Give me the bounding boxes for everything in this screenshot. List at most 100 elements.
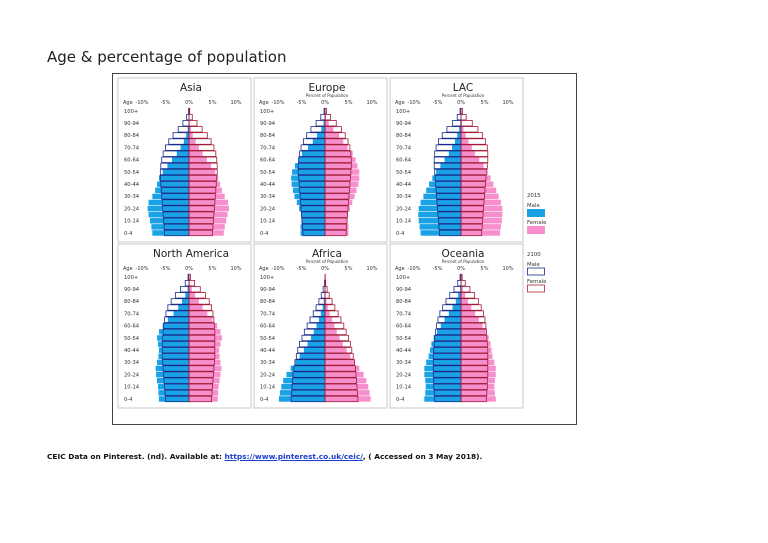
y-tick-label: 10-14: [124, 219, 140, 225]
chart-title: North America: [153, 248, 229, 260]
bar-2015-male-85-89: [185, 292, 189, 299]
bar-2015-female-80-84: [325, 132, 340, 139]
bar-2100-female-90-94: [460, 286, 471, 293]
bar-2015-male-55-59: [437, 329, 461, 335]
bar-2100-female-10-14: [460, 217, 484, 224]
bar-2100-female-75-79: [460, 304, 482, 311]
bar-2015-male-10-14: [418, 218, 461, 224]
bar-2015-female-55-59: [461, 163, 484, 169]
legend-swatch-2015-male: [527, 209, 545, 217]
bar-2100-female-95-99: [460, 279, 466, 287]
bar-2015-male-15-19: [418, 211, 461, 218]
y-tick-label: 90-94: [124, 121, 140, 127]
bar-2015-male-75-79: [312, 138, 325, 145]
y-tick-label: 10-14: [124, 385, 140, 391]
bar-2015-female-70-74: [461, 310, 476, 317]
bar-2100-female-30-34: [460, 193, 485, 200]
bar-2100-female-25-29: [460, 199, 485, 206]
bar-2015-female-35-39: [189, 353, 220, 360]
bar-2015-male-10-14: [281, 384, 325, 390]
y-tick-label: 90-94: [396, 121, 412, 127]
bar-2015-female-45-49: [461, 175, 491, 181]
legend-year: 2100: [527, 252, 541, 258]
bar-2015-female-60-64: [325, 157, 356, 163]
bar-2015-female-60-64: [461, 157, 480, 163]
x-tick-label: 10%: [502, 100, 513, 106]
bar-2015-male-10-14: [301, 218, 325, 224]
bar-2100-female-60-64: [188, 156, 218, 163]
bar-2015-female-90-94: [461, 286, 463, 292]
bar-2015-male-85-89: [187, 126, 189, 133]
y-tick-label: 20-24: [396, 372, 412, 378]
bar-2015-male-35-39: [293, 187, 325, 194]
bar-2100-female-20-24: [460, 205, 484, 212]
bar-2100-female-30-34: [188, 193, 216, 200]
bar-2015-female-65-69: [189, 316, 213, 323]
bar-2100-female-65-69: [324, 150, 352, 157]
bar-2015-female-65-69: [325, 316, 333, 323]
y-tick-label: 40-44: [396, 182, 412, 188]
bar-2100-female-55-59: [324, 162, 352, 170]
bar-2015-female-10-14: [461, 218, 502, 224]
bar-2015-female-5-9: [461, 390, 495, 396]
bar-2015-male-20-24: [299, 205, 325, 212]
bar-2015-female-50-54: [325, 335, 340, 341]
bar-2100-female-35-39: [188, 187, 217, 194]
bar-2015-male-35-39: [299, 353, 325, 360]
y-tick-label: 30-34: [260, 360, 276, 366]
bar-2100-female-90-94: [188, 286, 201, 293]
bar-2100-female-55-59: [460, 162, 488, 170]
bar-2015-male-5-9: [419, 224, 461, 230]
bar-2015-male-75-79: [322, 304, 325, 311]
legend-label-female: Female: [527, 220, 547, 226]
bar-2015-female-15-19: [189, 377, 220, 384]
bar-2100-female-20-24: [188, 371, 214, 378]
y-tick-label: 40-44: [260, 348, 276, 354]
bar-2015-female-55-59: [325, 163, 358, 169]
x-tick-label: -5%: [433, 100, 443, 106]
bar-2015-male-65-69: [444, 316, 461, 323]
y-tick-label: 80-84: [260, 133, 276, 139]
bar-2015-male-75-79: [454, 138, 461, 145]
bar-2100-female-75-79: [324, 304, 336, 311]
bar-2015-male-0-4: [158, 396, 189, 402]
bar-2100-female-90-94: [324, 120, 337, 127]
bar-2015-female-80-84: [189, 298, 199, 305]
age-axis-label: Age: [123, 100, 133, 106]
bar-2015-female-80-84: [189, 132, 193, 139]
bar-2100-female-15-19: [188, 211, 215, 218]
bar-2015-male-10-14: [425, 384, 461, 390]
bar-2015-male-15-19: [283, 377, 325, 384]
bar-2015-male-90-94: [187, 286, 189, 292]
bar-2015-female-50-54: [461, 335, 489, 341]
bar-2015-female-55-59: [461, 329, 486, 335]
chart-title: Africa: [312, 248, 342, 260]
bar-2100-female-25-29: [324, 365, 356, 372]
bar-2100-female-70-74: [460, 310, 484, 317]
bar-2015-female-75-79: [461, 304, 472, 311]
bar-2100-female-55-59: [188, 328, 216, 336]
citation-suffix: , ( Accessed on 3 May 2018).: [362, 452, 483, 461]
bar-2015-male-5-9: [151, 224, 189, 230]
bar-2100-female-100+: [460, 273, 463, 281]
y-tick-label: 30-34: [396, 360, 412, 366]
bar-2100-female-95-99: [188, 113, 193, 121]
bar-2015-female-30-34: [461, 359, 495, 366]
bar-2015-male-90-94: [460, 286, 461, 292]
bar-2015-male-40-44: [158, 347, 189, 353]
bar-2100-female-35-39: [460, 353, 489, 360]
bar-2015-female-70-74: [461, 144, 472, 151]
bar-2015-male-10-14: [149, 218, 189, 224]
x-tick-label: 0%: [185, 100, 193, 106]
bar-2100-female-50-54: [188, 334, 216, 342]
bar-2015-female-0-4: [461, 396, 496, 402]
bar-2015-female-0-4: [189, 230, 224, 236]
bar-2015-female-35-39: [461, 353, 493, 360]
x-tick-label: 10%: [366, 100, 377, 106]
citation-link[interactable]: https://www.pinterest.co.uk/ceic/: [224, 452, 363, 461]
bar-2100-female-25-29: [188, 365, 215, 372]
y-tick-label: 0-4: [260, 231, 269, 237]
x-tick-label: 5%: [209, 100, 217, 106]
bar-2100-female-75-79: [460, 138, 486, 145]
